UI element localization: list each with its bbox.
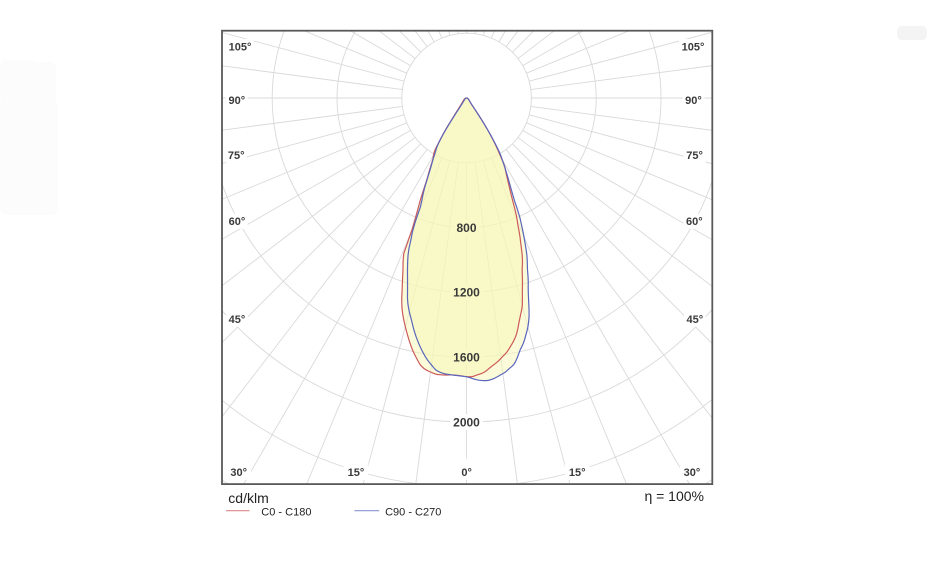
svg-text:90°: 90° [228,95,245,107]
svg-text:90°: 90° [685,95,702,107]
svg-text:C90 - C270: C90 - C270 [385,506,441,518]
svg-text:2000: 2000 [453,415,480,429]
svg-text:800: 800 [456,221,476,235]
svg-text:cd/klm: cd/klm [228,490,268,506]
svg-text:15°: 15° [348,467,365,479]
svg-text:0°: 0° [461,467,472,479]
svg-text:1200: 1200 [453,286,480,300]
svg-text:45°: 45° [686,314,703,326]
svg-text:105°: 105° [682,41,705,53]
svg-text:60°: 60° [229,216,246,228]
svg-text:60°: 60° [686,216,703,228]
svg-text:45°: 45° [229,314,246,326]
svg-text:15°: 15° [569,467,586,479]
svg-text:75°: 75° [228,150,245,162]
svg-text:1600: 1600 [453,351,480,365]
svg-text:η = 100%: η = 100% [644,488,704,504]
svg-text:30°: 30° [684,467,701,479]
svg-text:30°: 30° [230,467,247,479]
svg-text:105°: 105° [229,41,252,53]
svg-text:C0 - C180: C0 - C180 [261,506,311,518]
svg-text:75°: 75° [686,150,703,162]
